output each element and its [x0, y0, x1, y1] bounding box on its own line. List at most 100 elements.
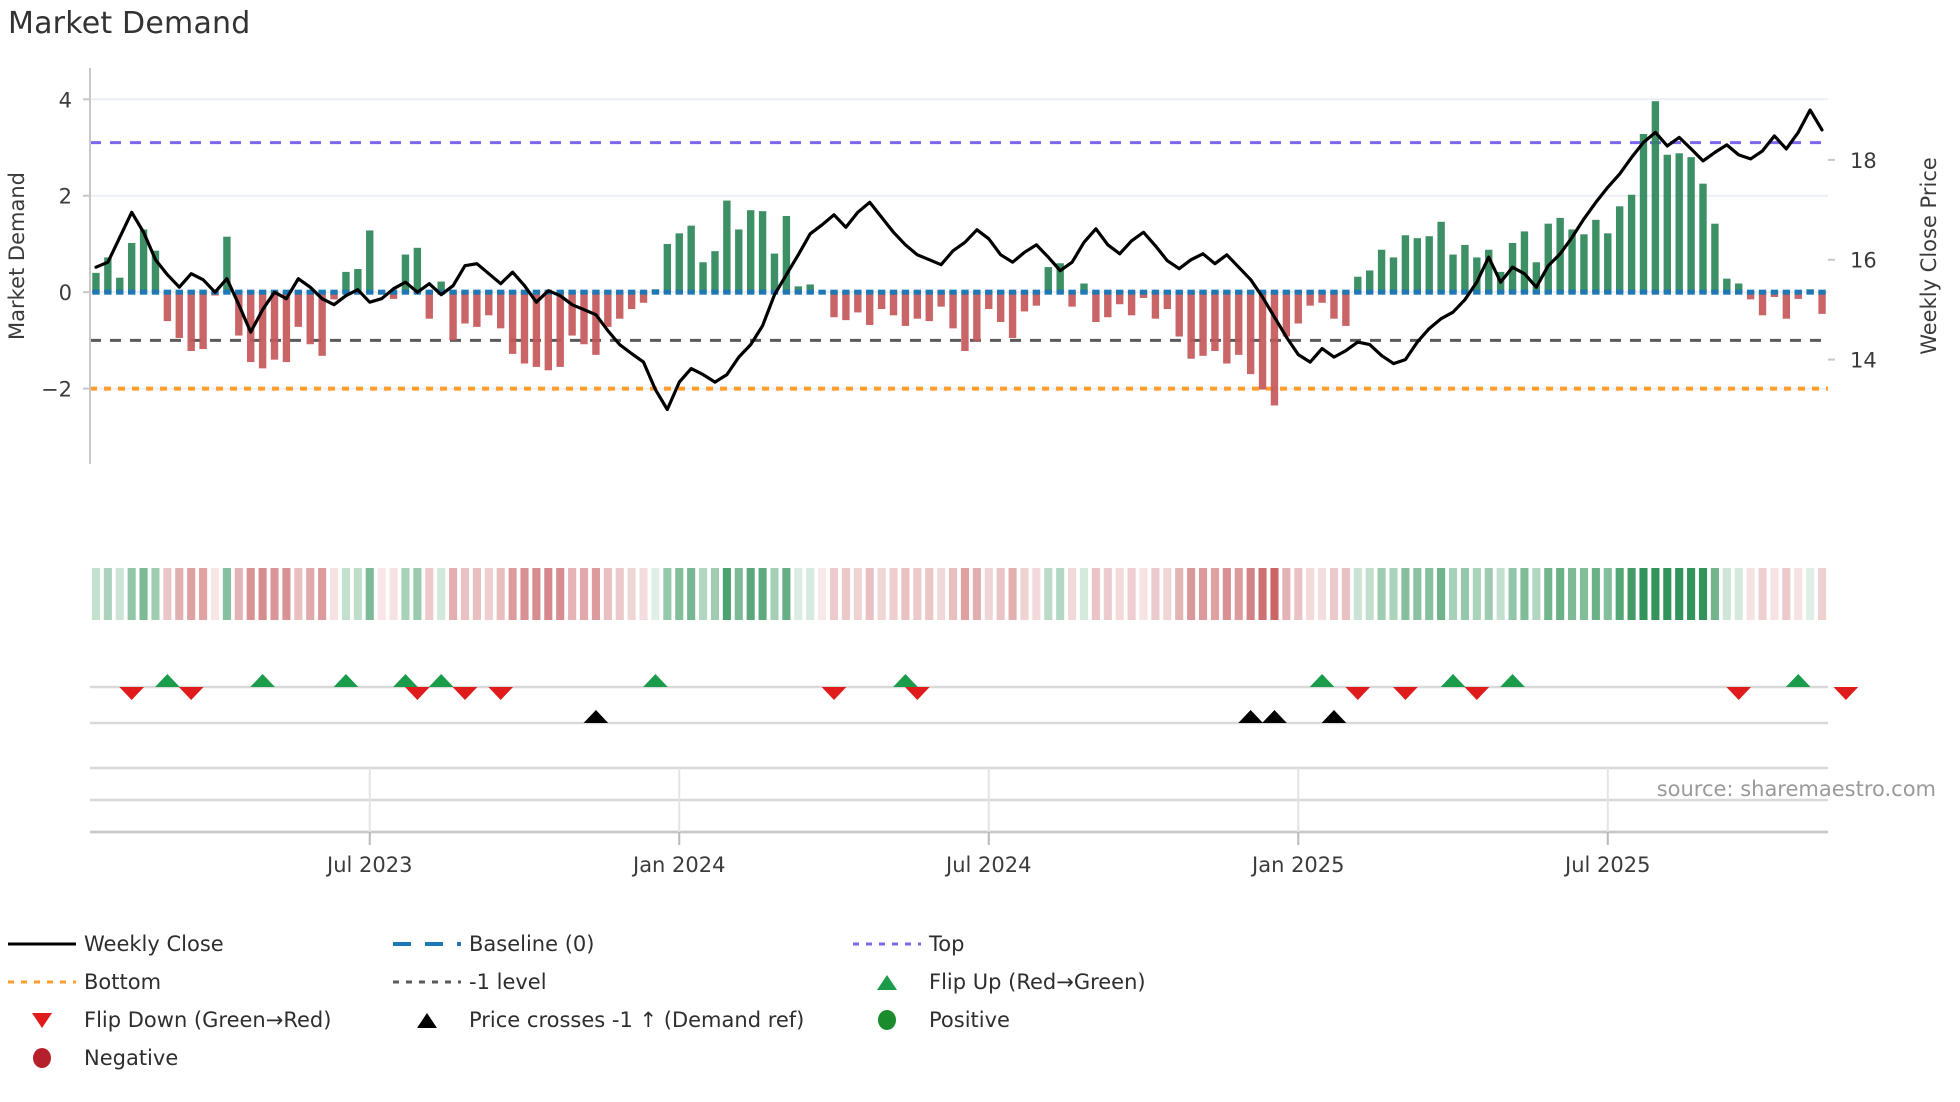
demand-bar — [604, 292, 612, 327]
svg-text:Jul 2025: Jul 2025 — [1563, 853, 1650, 877]
heatmap-cell — [508, 568, 517, 620]
heatmap-cell — [1591, 568, 1600, 620]
heatmap-cell — [627, 568, 636, 620]
signal-markers — [90, 674, 1859, 834]
legend-item-positive[interactable]: Positive — [845, 1001, 1010, 1039]
heatmap-cell — [1448, 568, 1458, 620]
heatmap-cell — [210, 568, 220, 620]
signal-marker-icon — [893, 674, 918, 687]
demand-bar — [1687, 157, 1695, 293]
demand-bar — [746, 210, 755, 293]
heatmap-cell — [103, 568, 112, 620]
demand-bar — [866, 292, 874, 325]
legend-item-weekly-close[interactable]: Weekly Close — [0, 925, 385, 963]
legend-item-flip-up[interactable]: Flip Up (Red→Green) — [845, 963, 1146, 1001]
heatmap-cell — [901, 568, 910, 620]
svg-text:Jan 2024: Jan 2024 — [631, 853, 726, 877]
heatmap-cell — [818, 568, 827, 620]
heatmap-cell — [675, 568, 684, 620]
heatmap-cell — [329, 568, 339, 620]
demand-bar — [1127, 292, 1136, 316]
demand-bar — [473, 292, 481, 327]
demand-bar — [1080, 283, 1088, 293]
heatmap-cell — [579, 568, 589, 620]
heatmap-cell — [1460, 568, 1469, 620]
heatmap-cell — [1068, 568, 1077, 620]
signal-marker-icon — [821, 687, 847, 700]
legend-item-negative[interactable]: Negative — [0, 1039, 385, 1077]
demand-bar — [532, 292, 541, 367]
demand-bar — [925, 292, 933, 322]
heatmap-cell — [1187, 568, 1196, 620]
heatmap-cell — [1377, 568, 1386, 620]
demand-bar — [1330, 292, 1338, 319]
top-dotted-line-icon — [845, 925, 929, 963]
demand-bar — [842, 292, 850, 321]
demand-bar — [413, 247, 422, 293]
demand-bar — [961, 292, 969, 351]
svg-text:16: 16 — [1850, 249, 1877, 273]
demand-bar — [1818, 292, 1826, 314]
svg-text:Market Demand: Market Demand — [5, 172, 29, 340]
demand-bar — [901, 292, 910, 326]
legend-item-top[interactable]: Top — [845, 925, 964, 963]
demand-bar — [1604, 233, 1612, 293]
heatmap-cell — [91, 568, 100, 620]
heatmap-cell — [925, 568, 934, 620]
demand-bar — [580, 292, 588, 345]
heatmap-cell — [1698, 568, 1708, 620]
heatmap-cell — [1544, 568, 1553, 620]
heatmap-cell — [246, 568, 255, 620]
demand-bar — [996, 292, 1005, 323]
demand-bar — [1235, 292, 1243, 355]
heatmap-cell — [258, 568, 267, 620]
heatmap-cell — [282, 568, 291, 620]
heatmap-cell — [734, 568, 743, 620]
demand-bar — [485, 292, 493, 316]
heatmap-cell — [770, 568, 779, 620]
legend-item-baseline[interactable]: Baseline (0) — [385, 925, 845, 963]
demand-bar — [616, 292, 624, 319]
demand-bar — [639, 292, 648, 303]
signal-marker-icon — [393, 674, 418, 687]
svg-text:Jul 2023: Jul 2023 — [325, 853, 412, 877]
legend-item-minus-one[interactable]: -1 level — [385, 963, 845, 1001]
legend-item-bottom[interactable]: Bottom — [0, 963, 385, 1001]
demand-bar — [1746, 292, 1755, 300]
demand-bar — [1163, 292, 1172, 310]
heatmap-cell — [1758, 568, 1767, 620]
legend-item-price-cross[interactable]: Price crosses -1 ↑ (Demand ref) — [385, 1001, 845, 1039]
heatmap-cell — [163, 568, 172, 620]
heatmap-cell — [1127, 568, 1136, 620]
legend-label: -1 level — [469, 970, 547, 994]
svg-text:0: 0 — [59, 281, 72, 305]
heatmap-cell — [877, 568, 886, 620]
heatmap-cell — [841, 568, 850, 620]
heatmap-cell — [389, 568, 398, 620]
signal-marker-icon — [428, 674, 454, 687]
demand-bar — [1151, 292, 1160, 319]
demand-bar — [913, 292, 922, 319]
demand-bar — [306, 292, 314, 345]
page-title: Market Demand — [8, 6, 251, 41]
demand-bar — [151, 250, 160, 293]
signal-marker-icon — [1500, 674, 1525, 687]
signal-marker-icon — [1785, 674, 1811, 687]
demand-bar — [127, 242, 136, 293]
signal-marker-icon — [250, 674, 275, 687]
demand-bar — [223, 236, 231, 293]
demand-bar — [1401, 235, 1410, 293]
legend-item-flip-down[interactable]: Flip Down (Green→Red) — [0, 1001, 385, 1039]
demand-bar — [1675, 153, 1683, 293]
legend-label: Positive — [929, 1008, 1010, 1032]
heatmap-cell — [199, 568, 208, 620]
heatmap-cell — [1579, 568, 1589, 620]
signal-marker-icon — [904, 687, 930, 700]
heatmap-cell — [829, 568, 839, 620]
demand-bar — [973, 292, 981, 342]
demand-bar — [675, 233, 683, 293]
demand-bar — [889, 292, 898, 316]
demand-bar — [949, 292, 957, 329]
heatmap-cell — [1294, 568, 1303, 620]
heatmap-cell — [449, 568, 458, 620]
